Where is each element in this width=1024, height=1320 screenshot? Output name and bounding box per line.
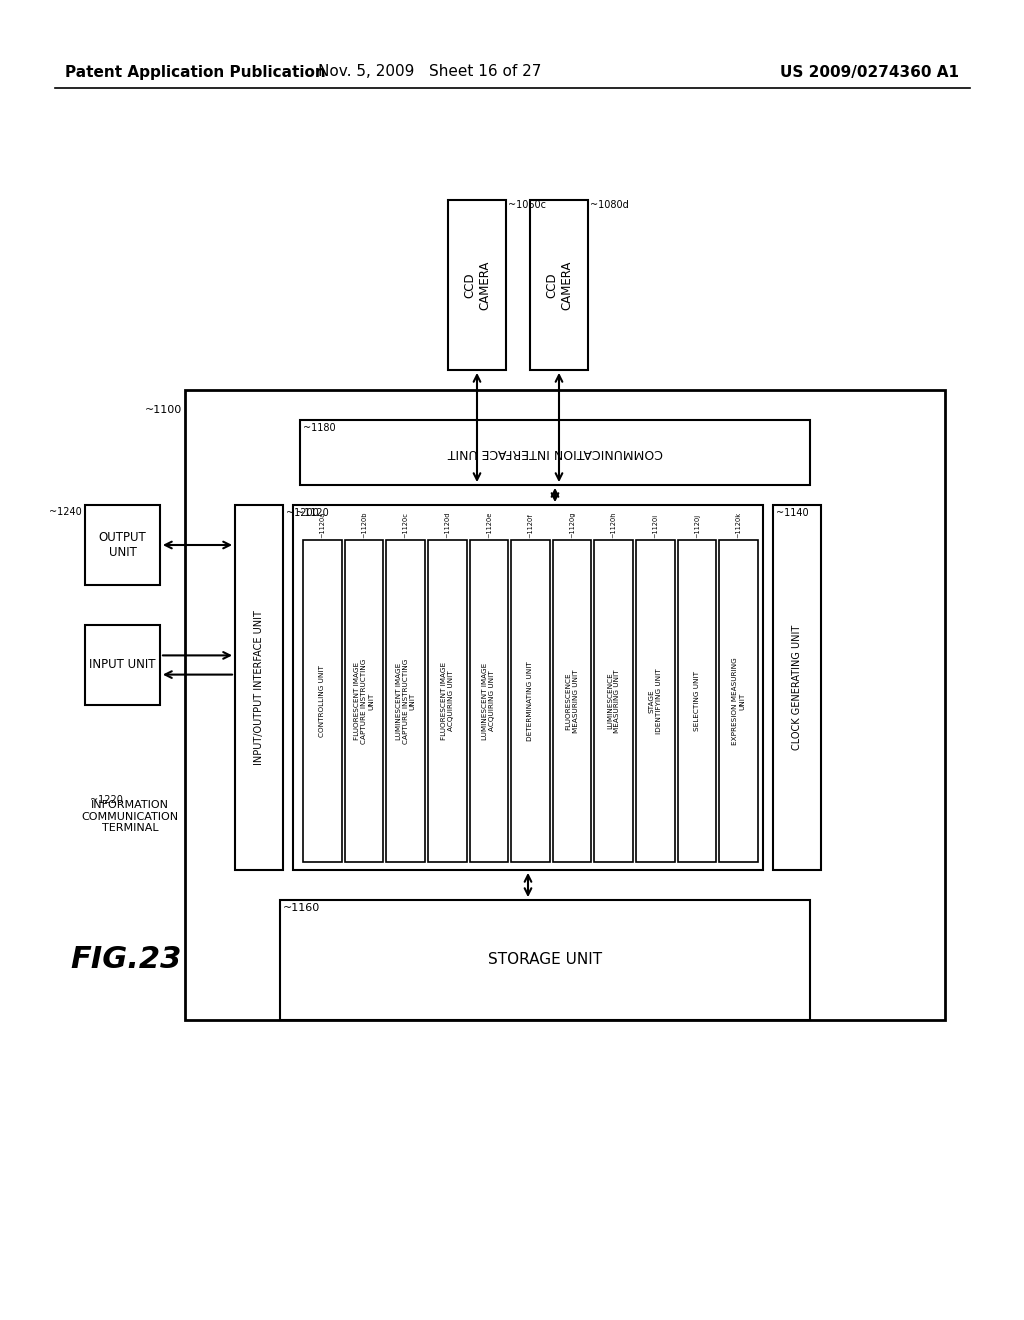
Text: ~1120a: ~1120a [319, 512, 326, 539]
Text: Patent Application Publication: Patent Application Publication [65, 65, 326, 79]
Text: LUMINESCENT IMAGE
CAPTURE INSTRUCTING
UNIT: LUMINESCENT IMAGE CAPTURE INSTRUCTING UN… [395, 659, 416, 743]
Text: ~1120k: ~1120k [735, 512, 741, 539]
Bar [553, 540, 592, 862]
Text: ~1100: ~1100 [144, 405, 182, 414]
Bar [345, 540, 383, 862]
Text: Nov. 5, 2009   Sheet 16 of 27: Nov. 5, 2009 Sheet 16 of 27 [318, 65, 542, 79]
Text: ~1120h: ~1120h [610, 511, 616, 539]
Text: DETERMINATING UNIT: DETERMINATING UNIT [527, 661, 534, 741]
Text: ~1120c: ~1120c [402, 512, 409, 539]
Bar [85, 506, 160, 585]
Text: ~1060c: ~1060c [508, 201, 546, 210]
Bar [530, 201, 588, 370]
Bar [185, 389, 945, 1020]
Bar [720, 540, 758, 862]
Text: INFORMATION
COMMUNICATION
TERMINAL: INFORMATION COMMUNICATION TERMINAL [82, 800, 178, 833]
Text: CLOCK GENERATING UNIT: CLOCK GENERATING UNIT [792, 624, 802, 750]
Text: ~1160: ~1160 [283, 903, 321, 913]
Bar [293, 506, 763, 870]
Bar [428, 540, 467, 862]
Text: ~1140: ~1140 [776, 508, 809, 517]
Text: CCD
CAMERA: CCD CAMERA [463, 260, 490, 310]
Text: ~1220: ~1220 [90, 795, 123, 805]
Text: FLUORESCENT IMAGE
ACQUIRING UNIT: FLUORESCENT IMAGE ACQUIRING UNIT [440, 661, 454, 741]
Bar [234, 506, 283, 870]
Text: ~1240: ~1240 [49, 507, 82, 517]
Text: ~1080d: ~1080d [590, 201, 629, 210]
Text: ~1120: ~1120 [296, 508, 329, 517]
Text: ~1120g: ~1120g [569, 511, 575, 539]
Text: ~1120j: ~1120j [694, 513, 700, 539]
Text: CCD
CAMERA: CCD CAMERA [545, 260, 573, 310]
Bar [595, 540, 633, 862]
Bar [303, 540, 342, 862]
Text: EXPRESION MEASURING
UNIT: EXPRESION MEASURING UNIT [732, 657, 745, 744]
Bar [636, 540, 675, 862]
Bar [300, 420, 810, 484]
Text: STAGE
IDENTIFYING UNIT: STAGE IDENTIFYING UNIT [649, 668, 662, 734]
Text: US 2009/0274360 A1: US 2009/0274360 A1 [780, 65, 959, 79]
Bar [470, 540, 508, 862]
Bar [678, 540, 717, 862]
Bar [773, 506, 821, 870]
Text: ~1120b: ~1120b [360, 511, 367, 539]
Text: CONTROLLING UNIT: CONTROLLING UNIT [319, 665, 326, 737]
Bar [511, 540, 550, 862]
Text: COMMUNICATION INTERFACE UNIT: COMMUNICATION INTERFACE UNIT [447, 446, 663, 459]
Bar [449, 201, 506, 370]
Text: INPUT UNIT: INPUT UNIT [89, 659, 156, 672]
Text: FLUORESCENCE
MEASURING UNIT: FLUORESCENCE MEASURING UNIT [565, 669, 579, 733]
Text: ~1120e: ~1120e [485, 512, 492, 539]
Bar [386, 540, 425, 862]
Text: LUMINESCENT IMAGE
ACQUIRING UNIT: LUMINESCENT IMAGE ACQUIRING UNIT [482, 663, 496, 739]
Bar [280, 900, 810, 1020]
Text: LUMINESCENCE
MEASURING UNIT: LUMINESCENCE MEASURING UNIT [607, 669, 621, 733]
Text: ~1200: ~1200 [286, 508, 318, 517]
Text: FLUORESCENT IMAGE
CAPTURE INSTRUCTING
UNIT: FLUORESCENT IMAGE CAPTURE INSTRUCTING UN… [354, 659, 374, 743]
Bar [85, 624, 160, 705]
Text: STORAGE UNIT: STORAGE UNIT [488, 953, 602, 968]
Text: INPUT/OUTPUT INTERFACE UNIT: INPUT/OUTPUT INTERFACE UNIT [254, 610, 264, 764]
Text: OUTPUT
UNIT: OUTPUT UNIT [98, 531, 146, 558]
Text: ~1180: ~1180 [303, 422, 336, 433]
Text: ~1120i: ~1120i [652, 513, 658, 539]
Text: SELECTING UNIT: SELECTING UNIT [694, 671, 700, 731]
Text: FIG.23: FIG.23 [70, 945, 181, 974]
Text: ~1120d: ~1120d [444, 511, 451, 539]
Text: ~1120f: ~1120f [527, 513, 534, 539]
